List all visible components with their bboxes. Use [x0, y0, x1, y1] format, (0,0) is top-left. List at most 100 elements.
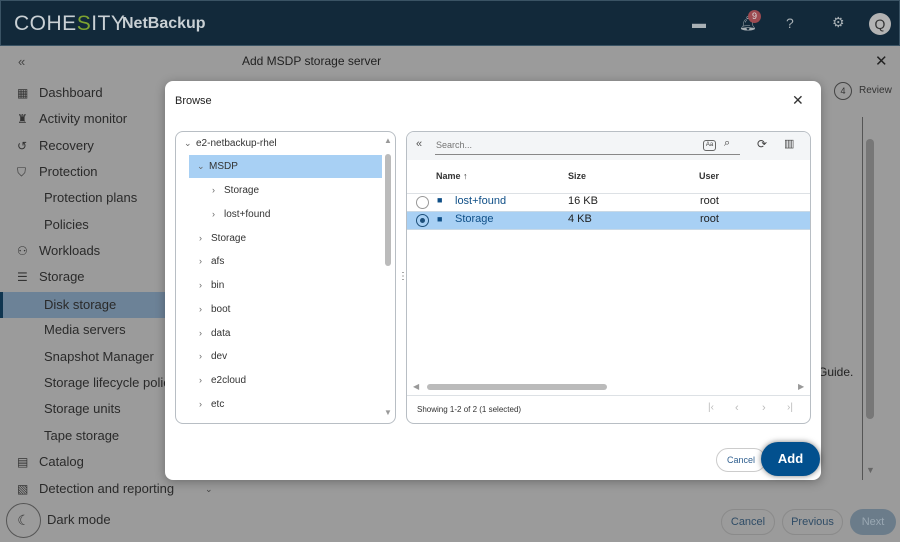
sidebar-item-protection-plans[interactable]: Protection plans	[44, 190, 138, 205]
dark-mode-label: Dark mode	[47, 512, 111, 527]
tree-node[interactable]: › boot	[199, 298, 230, 321]
tree-node[interactable]: ⌄ e2-netbackup-rhel	[184, 132, 277, 155]
sidebar-item-dashboard[interactable]: ▦ Dashboard	[0, 80, 165, 106]
sidebar-item-protection[interactable]: ⛉ Protection	[0, 159, 165, 185]
tree-scrollbar[interactable]: ▲ ▼	[384, 136, 392, 417]
sidebar-item-policies[interactable]: Policies	[44, 217, 89, 232]
sidebar-item-storage-units[interactable]: Storage units	[44, 401, 121, 416]
shield-icon: ⛉	[17, 165, 27, 179]
chevron-down-icon: ⌄	[184, 138, 192, 148]
guide-text: Guide.	[818, 365, 854, 379]
step-label: Review	[859, 85, 892, 96]
horizontal-scrollbar[interactable]: ◀ ▶	[413, 382, 805, 391]
chevron-down-icon: ⌄	[197, 161, 205, 171]
database-icon: ☰	[17, 270, 28, 284]
column-header-user[interactable]: User	[699, 171, 720, 181]
report-icon: ▧	[17, 482, 29, 496]
resize-handle[interactable]: ⋮	[398, 271, 408, 282]
sidebar-item-catalog[interactable]: ▤ Catalog	[0, 449, 165, 475]
previous-button[interactable]: Previous	[782, 509, 843, 535]
sidebar-item-workloads[interactable]: ⚇ Workloads	[0, 238, 165, 264]
step-number: 4	[834, 82, 852, 100]
sidebar-item-storage[interactable]: ☰ Storage	[0, 264, 165, 290]
chevron-right-icon: ›	[212, 209, 215, 219]
column-header-name[interactable]: Name ↑	[436, 171, 468, 181]
folder-tree: ⌄ e2-netbackup-rhel ⌄ MSDP › Storage › lost+…	[175, 131, 396, 424]
next-page-icon[interactable]: ›	[762, 402, 766, 414]
columns-icon[interactable]: ▥	[784, 138, 795, 150]
dialog-title: Browse	[175, 95, 212, 107]
tree-node[interactable]: › afs	[199, 250, 224, 273]
catalog-icon: ▤	[17, 455, 29, 469]
page-title: Add MSDP storage server	[242, 54, 382, 68]
tasks-icon[interactable]: ▬	[692, 15, 706, 31]
chevron-down-icon: ⌄	[205, 484, 213, 494]
tree-node[interactable]: › Storage	[199, 227, 246, 250]
sidebar-item-disk-storage[interactable]: Disk storage	[0, 292, 165, 318]
tree-node[interactable]: › bin	[199, 274, 224, 297]
chevron-right-icon: ›	[199, 399, 202, 409]
chevron-right-icon: ›	[199, 328, 202, 338]
dark-mode-toggle[interactable]: ☾	[6, 503, 41, 538]
tree-node-selected[interactable]: ⌄ MSDP	[189, 155, 382, 178]
page-cancel-button[interactable]: Cancel	[721, 509, 775, 535]
chevron-right-icon: ›	[199, 256, 202, 266]
first-page-icon[interactable]: |‹	[708, 402, 714, 413]
content-scrollbar[interactable]: ▼	[862, 117, 878, 480]
help-icon[interactable]: ?	[786, 15, 794, 31]
tree-node[interactable]: › data	[199, 322, 230, 345]
chevron-right-icon: ›	[199, 375, 202, 385]
recovery-icon: ↺	[17, 139, 28, 153]
table-row-selected[interactable]: ■ Storage 4 KB root	[407, 211, 810, 230]
previous-page-icon[interactable]: ‹	[735, 402, 739, 414]
tree-node[interactable]: › etc	[199, 393, 224, 416]
sidebar-item-media-servers[interactable]: Media servers	[44, 322, 126, 337]
chevron-right-icon: ›	[199, 304, 202, 314]
dialog-cancel-button[interactable]: Cancel	[716, 448, 766, 472]
file-list-panel: « Aa ⌕ ⟳ ▥ Name ↑ Size User ■ lost+found…	[406, 131, 811, 424]
chevron-right-icon: ›	[199, 351, 202, 361]
tree-node[interactable]: › lost+found	[212, 203, 270, 226]
row-radio[interactable]	[416, 196, 429, 209]
add-button[interactable]: Add	[761, 442, 820, 476]
avatar[interactable]: Q	[869, 13, 891, 35]
search-input[interactable]	[435, 136, 740, 155]
sidebar-item-recovery[interactable]: ↺ Recovery	[0, 133, 165, 159]
sidebar-item-activity-monitor[interactable]: ♜ Activity monitor	[0, 106, 165, 132]
sidebar-item-tape-storage[interactable]: Tape storage	[44, 428, 120, 443]
chevron-right-icon: ›	[199, 280, 202, 290]
sidebar-item-storage-lifecycle-policies[interactable]: Storage lifecycle policies	[44, 375, 165, 390]
pagination-status: Showing 1-2 of 2 (1 selected)	[417, 405, 522, 414]
browse-dialog: Browse ✕ ⌄ e2-netbackup-rhel ⌄ MSDP › Stora…	[165, 81, 821, 480]
close-page-icon[interactable]: ✕	[875, 53, 888, 70]
tree-node[interactable]: › Storage	[212, 179, 259, 202]
last-page-icon[interactable]: ›|	[787, 402, 793, 413]
top-bar: COHESITY NetBackup ▬ 🔔︎ 9 ? ⚙ Q	[0, 0, 900, 46]
match-case-icon[interactable]: Aa	[703, 140, 716, 151]
folder-icon: ■	[437, 195, 443, 205]
tree-node[interactable]: › dev	[199, 345, 227, 368]
collapse-tree-icon[interactable]: «	[416, 138, 423, 150]
gear-icon[interactable]: ⚙	[832, 14, 845, 30]
chevron-right-icon: ›	[212, 185, 215, 195]
notification-badge: 9	[748, 10, 761, 23]
table-row[interactable]: ■ lost+found 16 KB root	[407, 193, 810, 211]
collapse-sidebar-icon[interactable]: «	[18, 54, 26, 69]
next-button[interactable]: Next	[850, 509, 896, 535]
cohesity-logo: COHESITY	[14, 12, 126, 35]
close-dialog-icon[interactable]: ✕	[792, 92, 804, 108]
search-icon[interactable]: ⌕	[724, 137, 731, 149]
column-header-size[interactable]: Size	[568, 171, 587, 181]
tree-node[interactable]: › e2cloud	[199, 369, 246, 392]
row-radio-checked[interactable]	[416, 214, 429, 227]
refresh-icon[interactable]: ⟳	[757, 137, 768, 151]
workloads-icon: ⚇	[17, 244, 28, 258]
folder-icon: ■	[437, 214, 443, 224]
sidebar-item-detection-reporting[interactable]: ▧ Detection and reporting ⌄	[0, 476, 220, 502]
chevron-right-icon: ›	[199, 233, 202, 243]
activity-icon: ♜	[17, 112, 28, 126]
sidebar-item-snapshot-manager[interactable]: Snapshot Manager	[44, 349, 154, 364]
sort-ascending-icon: ↑	[463, 171, 468, 181]
product-name: NetBackup	[122, 15, 206, 32]
dashboard-icon: ▦	[17, 86, 29, 100]
